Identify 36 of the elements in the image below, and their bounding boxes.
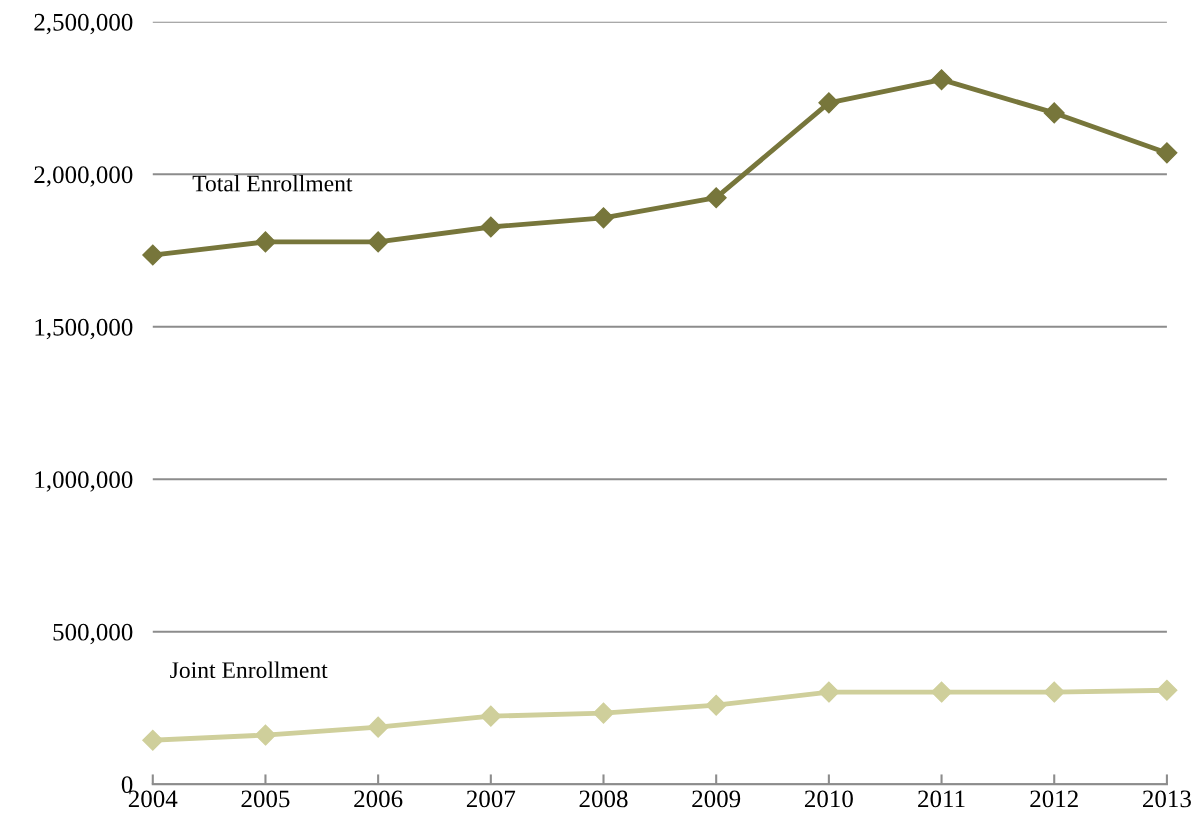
x-tick-label: 2006 xyxy=(354,790,403,808)
x-tick-label: 2012 xyxy=(1030,790,1078,808)
point xyxy=(592,702,615,724)
x-tick-label: 2007 xyxy=(466,790,516,808)
point xyxy=(931,69,953,91)
text: Joint Enrollment xyxy=(170,661,328,679)
point xyxy=(705,187,727,209)
y-tick-label: 500,000 xyxy=(53,623,133,645)
point xyxy=(480,705,502,727)
point xyxy=(254,231,276,253)
y-tick-label: 2,500,000 xyxy=(34,13,133,35)
point xyxy=(142,729,164,751)
y-tick-label: 2,000,000 xyxy=(34,166,133,187)
point xyxy=(367,231,389,253)
y-tick-label: 1,000,000 xyxy=(35,471,133,492)
y-tick-label: 1,500,000 xyxy=(35,318,133,340)
point xyxy=(142,244,164,266)
text: Total Enrollment xyxy=(192,174,353,192)
point xyxy=(254,724,276,746)
point xyxy=(931,681,953,703)
x-tick-label: 2013 xyxy=(1143,790,1191,808)
point xyxy=(818,92,840,114)
point xyxy=(818,681,840,703)
point xyxy=(367,716,389,738)
point xyxy=(1043,681,1065,703)
x-tick-label: 2010 xyxy=(804,790,853,808)
x-tick-label: 2008 xyxy=(579,790,628,808)
point xyxy=(1156,679,1178,701)
point xyxy=(1043,102,1065,124)
x-tick-label: 2005 xyxy=(241,790,290,808)
point xyxy=(705,694,727,716)
point xyxy=(480,216,502,238)
point xyxy=(592,207,615,229)
point xyxy=(1156,142,1178,164)
x-tick-label: 2011 xyxy=(918,790,965,808)
x-tick-label: 2009 xyxy=(692,790,741,808)
